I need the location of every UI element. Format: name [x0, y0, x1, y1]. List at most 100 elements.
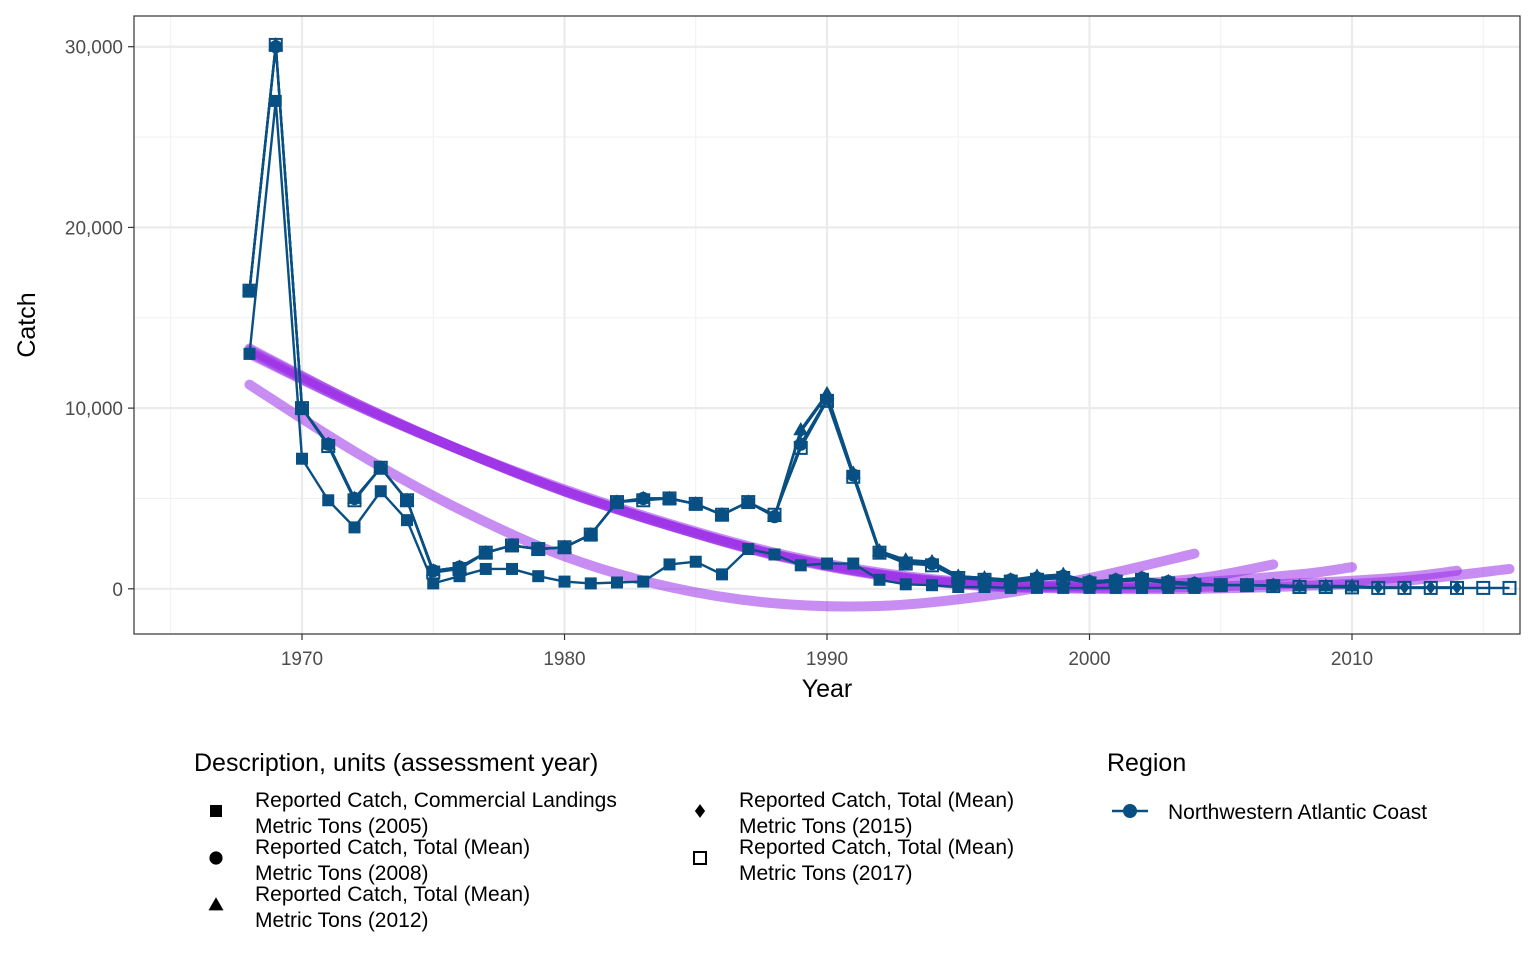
legend-label: Metric Tons (2008) — [255, 862, 429, 885]
legend-region-label: Northwestern Atlantic Coast — [1168, 801, 1427, 824]
data-point — [506, 538, 518, 553]
legend-label: Metric Tons (2015) — [739, 815, 913, 838]
data-point — [1030, 572, 1044, 587]
data-point — [611, 495, 623, 509]
y-tick-label: 10,000 — [65, 399, 123, 420]
x-tick-label: 2000 — [1068, 649, 1110, 670]
legend-label: Metric Tons (2017) — [739, 862, 913, 885]
data-point — [1003, 574, 1018, 589]
data-point — [321, 439, 336, 454]
data-point — [925, 558, 939, 573]
data-point — [480, 545, 491, 560]
data-point — [1163, 574, 1174, 589]
data-point — [453, 570, 466, 583]
y-tick-label: 0 — [112, 580, 123, 601]
data-point — [1031, 571, 1043, 585]
data-point — [1213, 578, 1228, 593]
legend-label: Metric Tons (2012) — [255, 909, 429, 932]
x-tick-label: 1980 — [543, 649, 585, 670]
data-point — [767, 507, 782, 522]
data-point — [847, 557, 860, 570]
data-point — [794, 437, 808, 451]
data-point — [1108, 574, 1123, 589]
data-point — [1082, 576, 1097, 591]
data-point — [768, 548, 781, 561]
data-point — [662, 491, 677, 506]
data-point — [1294, 579, 1305, 594]
data-point — [636, 493, 651, 508]
data-point — [296, 452, 308, 465]
data-point — [1084, 574, 1095, 589]
data-point — [1320, 579, 1331, 594]
data-point — [1161, 576, 1176, 591]
data-point — [872, 545, 887, 560]
legend-key-open-square — [693, 851, 707, 865]
data-point — [1502, 580, 1517, 595]
data-point — [270, 38, 281, 52]
data-point — [795, 424, 806, 439]
data-point — [373, 460, 388, 475]
legend-label: Reported Catch, Total (Mean) — [739, 789, 1014, 812]
data-point — [1189, 576, 1200, 591]
data-point — [637, 575, 650, 588]
legend-region-key-point — [1123, 804, 1137, 818]
x-tick-label: 2010 — [1331, 649, 1373, 670]
legend-label: Reported Catch, Total (Mean) — [739, 836, 1014, 859]
data-point — [558, 575, 571, 588]
legend-description-title: Description, units (assessment year) — [194, 749, 598, 777]
legend-key-filled-triangle — [208, 897, 224, 911]
data-point — [269, 94, 282, 107]
data-point — [689, 555, 702, 568]
series-line — [248, 43, 1352, 588]
data-point — [742, 543, 755, 556]
data-point — [479, 562, 492, 575]
data-point — [899, 578, 912, 591]
series-points — [242, 37, 1517, 595]
data-point — [1292, 580, 1307, 595]
x-axis-title: Year — [802, 675, 853, 703]
data-point — [426, 565, 441, 580]
data-point — [820, 393, 834, 408]
data-point — [244, 283, 255, 298]
data-point — [506, 562, 518, 575]
data-point — [716, 507, 728, 522]
y-axis-title: Catch — [13, 292, 41, 357]
data-point — [557, 540, 572, 555]
data-point — [243, 347, 256, 360]
data-point — [296, 401, 308, 416]
data-point — [374, 485, 387, 498]
series-line — [248, 43, 1457, 589]
data-point — [1187, 578, 1202, 593]
data-point — [242, 283, 257, 298]
data-point — [400, 493, 414, 508]
data-point — [532, 570, 545, 583]
data-point — [295, 401, 309, 416]
data-point — [478, 545, 493, 560]
data-point — [898, 556, 913, 571]
x-tick-label: 1970 — [281, 649, 323, 670]
data-point — [1425, 580, 1436, 595]
data-point — [1136, 571, 1148, 585]
data-point — [375, 460, 386, 475]
legend-description: Description, units (assessment year) Rep… — [194, 749, 1014, 932]
data-point — [663, 558, 676, 571]
data-point — [690, 496, 701, 511]
data-point — [846, 469, 861, 484]
legend-label: Reported Catch, Total (Mean) — [255, 883, 530, 906]
data-point — [848, 466, 859, 481]
data-point — [1345, 580, 1359, 595]
data-point — [715, 507, 729, 522]
x-axis-ticks: 1970 1980 1990 2000 2010 — [281, 634, 1373, 670]
data-point — [584, 577, 597, 590]
data-point — [1397, 580, 1412, 595]
data-point — [1135, 572, 1149, 587]
data-point — [1476, 580, 1491, 595]
series-line — [248, 43, 1510, 590]
data-point — [1268, 578, 1279, 593]
legend-key-filled-square — [210, 805, 222, 817]
data-point — [1451, 580, 1463, 595]
data-point — [926, 579, 938, 592]
data-point — [716, 568, 728, 581]
data-point — [743, 495, 754, 509]
